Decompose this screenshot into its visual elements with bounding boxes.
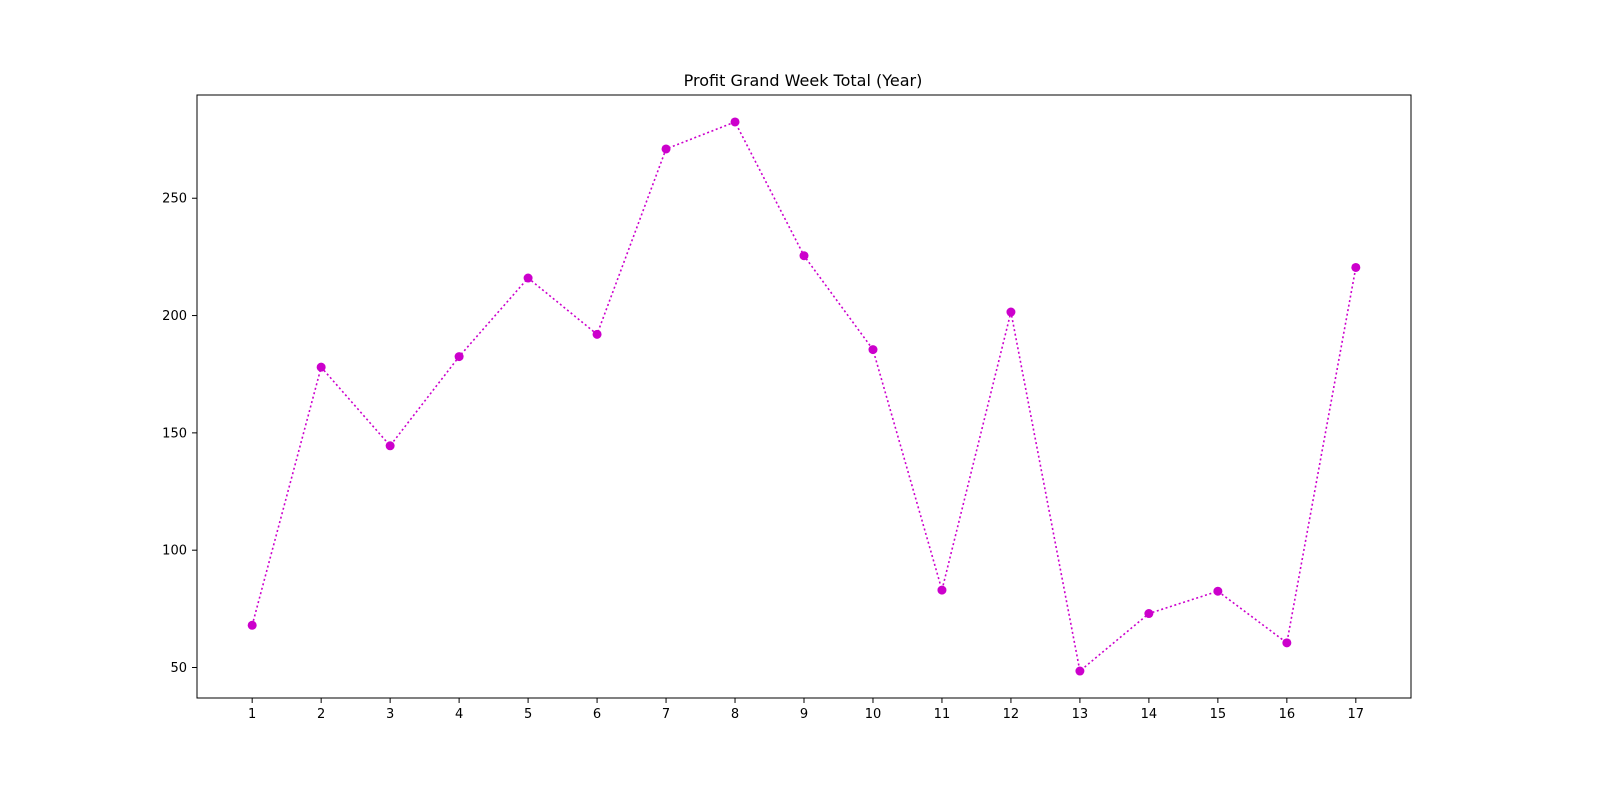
data-point [1213,586,1223,596]
x-tick-label: 8 [731,707,739,722]
x-tick-label: 9 [800,707,808,722]
data-point [454,352,464,362]
x-tick-label: 16 [1279,707,1296,722]
x-tick-label: 1 [248,707,256,722]
data-point [1006,307,1016,317]
data-point [661,144,671,154]
data-point [799,251,809,261]
data-point [247,620,257,630]
data-point [1282,638,1292,648]
data-point [1075,666,1085,676]
y-axis: 50 100 150 200 250 [162,192,197,676]
x-tick-label: 2 [317,707,325,722]
data-point [937,585,947,595]
x-tick-label: 15 [1210,707,1227,722]
x-axis: 1 2 3 4 5 6 7 8 9 10 11 12 13 14 15 16 17 [248,698,1364,722]
y-tick-label: 200 [162,309,187,324]
y-tick-label: 100 [162,544,187,559]
data-point [868,345,878,355]
plot-area-frame [196,94,1412,699]
data-point [592,329,602,339]
x-tick-label: 4 [455,707,463,722]
y-tick-label: 250 [162,192,187,207]
y-tick-label: 150 [162,426,187,441]
x-tick-label: 11 [934,707,951,722]
x-tick-label: 10 [865,707,882,722]
x-tick-label: 12 [1003,707,1020,722]
series-line [251,120,1357,673]
y-tick-label: 50 [170,661,187,676]
x-tick-label: 6 [593,707,601,722]
series-group [247,117,1361,676]
chart-title: Profit Grand Week Total (Year) [684,71,923,90]
data-point [1144,609,1154,619]
x-tick-label: 17 [1348,707,1365,722]
x-tick-label: 13 [1072,707,1089,722]
data-point [523,273,533,283]
x-tick-label: 14 [1141,707,1158,722]
data-point [1351,262,1361,272]
data-point [730,117,740,127]
x-tick-label: 5 [524,707,532,722]
x-tick-label: 7 [662,707,670,722]
x-tick-label: 3 [386,707,394,722]
data-point [385,441,395,451]
data-point [316,362,326,372]
